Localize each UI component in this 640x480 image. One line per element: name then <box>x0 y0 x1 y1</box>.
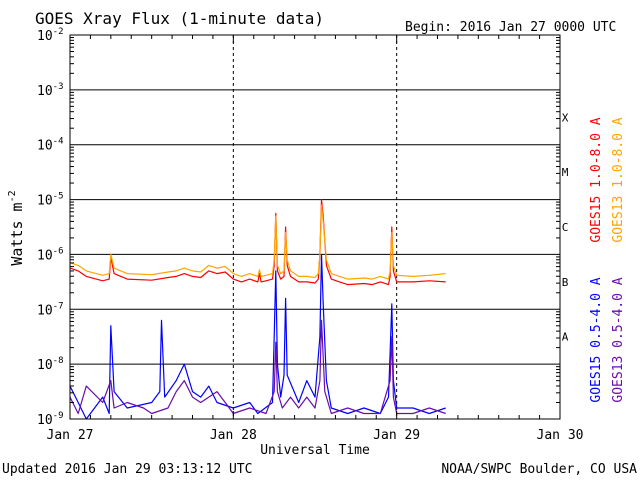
x-tick-label: Jan 29 <box>373 428 420 443</box>
y-tick-label: 10-3 <box>37 82 64 99</box>
x-tick-label: Jan 28 <box>210 428 257 443</box>
series-line-1 <box>69 199 446 286</box>
x-tick-label: Jan 27 <box>47 428 94 443</box>
legend-label-4: GOES13 0.5-4.0 A <box>611 277 626 402</box>
updated-label: Updated 2016 Jan 29 03:13:12 UTC <box>2 462 252 477</box>
y-axis-label: Watts m-2 <box>7 190 26 265</box>
flare-class-labels: X M C B A <box>562 111 569 343</box>
plot-series <box>69 199 446 420</box>
legend-label-1: GOES15 1.0-8.0 A <box>589 117 604 242</box>
legend-label-2: GOES13 1.0-8.0 A <box>611 117 626 242</box>
flare-class-a: A <box>562 331 569 344</box>
chart-title: GOES Xray Flux (1-minute data) <box>35 9 324 28</box>
y-tick-label: 10-4 <box>37 137 64 154</box>
y-tick-label: 10-5 <box>37 192 64 209</box>
flare-class-m: M <box>562 166 569 179</box>
legend-label-3: GOES15 0.5-4.0 A <box>589 277 604 402</box>
y-tick-label: 10-2 <box>37 27 64 44</box>
y-tick-label: 10-7 <box>37 301 64 318</box>
y-tick-label: 10-8 <box>37 356 64 373</box>
y-axis-ticks: 10-2 10-3 10-4 10-5 10-6 10-7 10-8 10-9 <box>37 27 560 428</box>
series-line-4 <box>69 319 446 415</box>
plot-frame <box>69 34 561 420</box>
svg-text:Watts m-2: Watts m-2 <box>7 190 26 265</box>
credit-label: NOAA/SWPC Boulder, CO USA <box>441 462 637 477</box>
series-line-2 <box>69 204 446 280</box>
x-tick-label: Jan 30 <box>537 428 584 443</box>
x-axis-label: Universal Time <box>260 443 370 458</box>
begin-label: Begin: 2016 Jan 27 0000 UTC <box>405 20 616 35</box>
plot-grid <box>70 35 560 419</box>
y-tick-label: 10-9 <box>37 411 64 428</box>
flare-class-x: X <box>562 111 569 124</box>
x-axis-ticks: Jan 27 Jan 28 Jan 29 Jan 30 <box>47 35 584 443</box>
flare-class-b: B <box>562 276 569 289</box>
flare-class-c: C <box>562 221 569 234</box>
series-legend: GOES15 1.0-8.0 A GOES13 1.0-8.0 A GOES15 0… <box>589 117 626 402</box>
y-tick-label: 10-6 <box>37 246 64 263</box>
